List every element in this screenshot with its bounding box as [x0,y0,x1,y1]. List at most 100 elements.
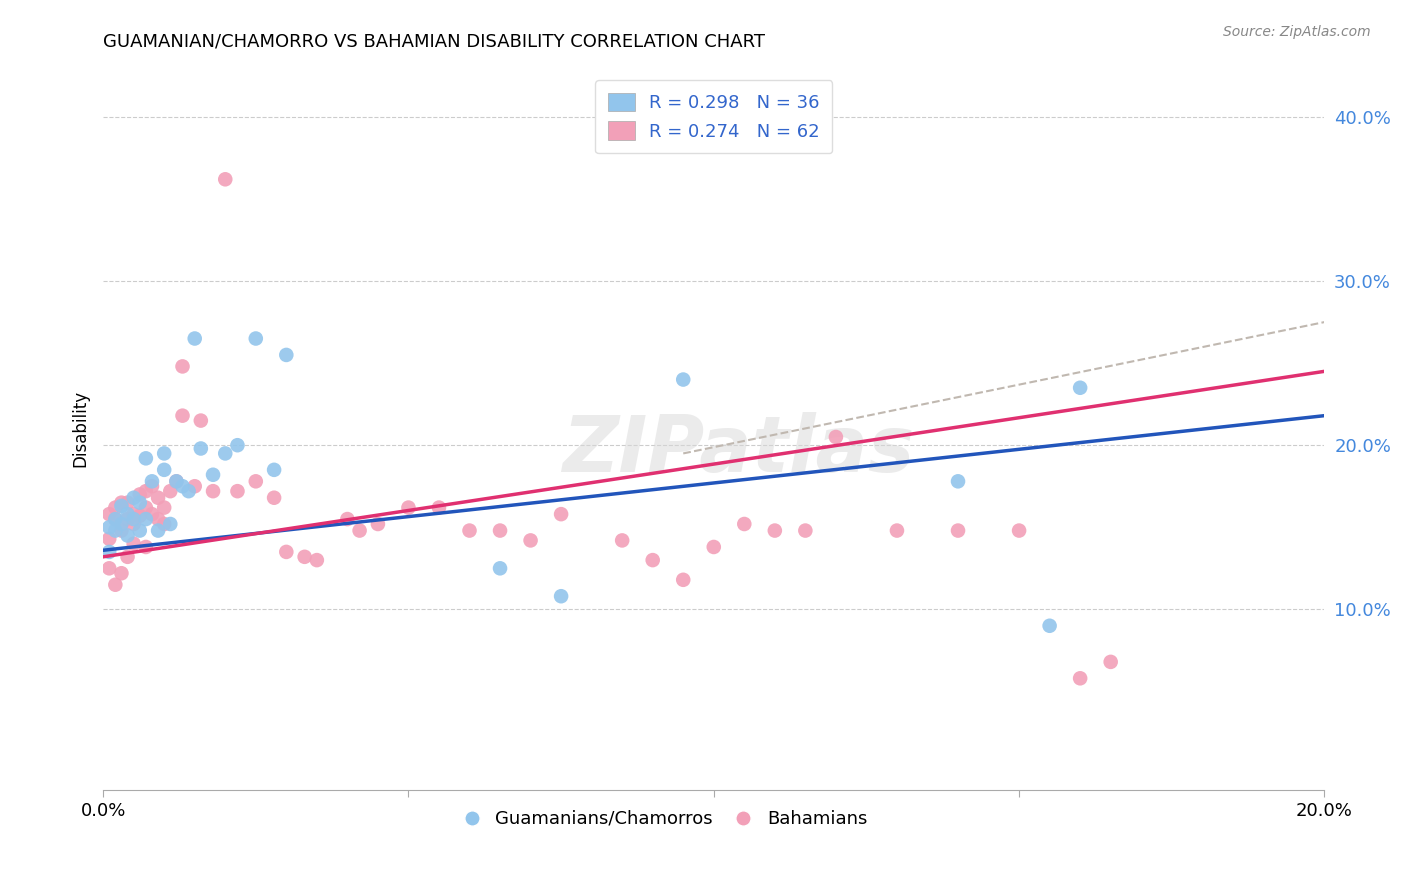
Point [104,524,127,538]
Point [367,516,389,531]
Point [117,512,139,526]
Point [263,463,285,477]
Point [98,520,121,534]
Point [1069,381,1091,395]
Point [886,524,908,538]
Point [117,549,139,564]
Point [104,500,127,515]
Point [172,479,194,493]
Point [398,500,420,515]
Point [110,496,132,510]
Point [122,491,145,505]
Point [825,430,848,444]
Point [98,545,121,559]
Point [153,463,176,477]
Point [519,533,541,548]
Point [245,475,267,489]
Point [190,442,212,456]
Point [117,507,139,521]
Point [946,524,969,538]
Point [458,524,481,538]
Point [122,537,145,551]
Point [641,553,664,567]
Text: ZIPatlas: ZIPatlas [562,412,914,489]
Point [165,475,187,489]
Point [110,516,132,531]
Point [1069,671,1091,685]
Point [153,446,176,460]
Text: Source: ZipAtlas.com: Source: ZipAtlas.com [1223,25,1371,39]
Point [172,409,194,423]
Point [153,500,176,515]
Point [110,499,132,513]
Point [104,512,127,526]
Point [135,451,157,466]
Point [1099,655,1122,669]
Point [110,566,132,581]
Point [165,475,187,489]
Point [183,479,205,493]
Point [159,484,181,499]
Point [276,545,298,559]
Point [190,414,212,428]
Y-axis label: Disability: Disability [72,390,89,467]
Point [146,491,169,505]
Point [117,496,139,510]
Point [672,373,695,387]
Point [104,578,127,592]
Point [1039,619,1062,633]
Point [202,467,225,482]
Point [946,475,969,489]
Point [146,524,169,538]
Point [183,331,205,345]
Point [489,561,512,575]
Point [141,507,163,521]
Point [263,491,285,505]
Point [245,331,267,345]
Point [427,500,450,515]
Point [672,573,695,587]
Point [226,438,249,452]
Point [135,500,157,515]
Point [128,508,150,523]
Point [763,524,786,538]
Point [177,484,200,499]
Point [349,524,371,538]
Point [98,507,121,521]
Point [98,561,121,575]
Point [214,446,236,460]
Point [146,512,169,526]
Point [135,540,157,554]
Point [110,524,132,538]
Point [336,512,359,526]
Point [128,487,150,501]
Point [122,516,145,531]
Point [612,533,634,548]
Text: GUAMANIAN/CHAMORRO VS BAHAMIAN DISABILITY CORRELATION CHART: GUAMANIAN/CHAMORRO VS BAHAMIAN DISABILIT… [103,33,765,51]
Point [128,524,150,538]
Point [489,524,512,538]
Point [117,528,139,542]
Point [276,348,298,362]
Legend: Guamanians/Chamorros, Bahamians: Guamanians/Chamorros, Bahamians [456,803,875,835]
Point [733,516,755,531]
Point [104,512,127,526]
Point [128,496,150,510]
Point [294,549,316,564]
Point [141,475,163,489]
Point [794,524,817,538]
Point [202,484,225,499]
Point [135,484,157,499]
Point [98,532,121,546]
Point [550,589,572,603]
Point [141,479,163,493]
Point [214,172,236,186]
Point [226,484,249,499]
Point [550,507,572,521]
Point [1008,524,1031,538]
Point [703,540,725,554]
Point [159,516,181,531]
Point [172,359,194,374]
Point [135,512,157,526]
Point [305,553,328,567]
